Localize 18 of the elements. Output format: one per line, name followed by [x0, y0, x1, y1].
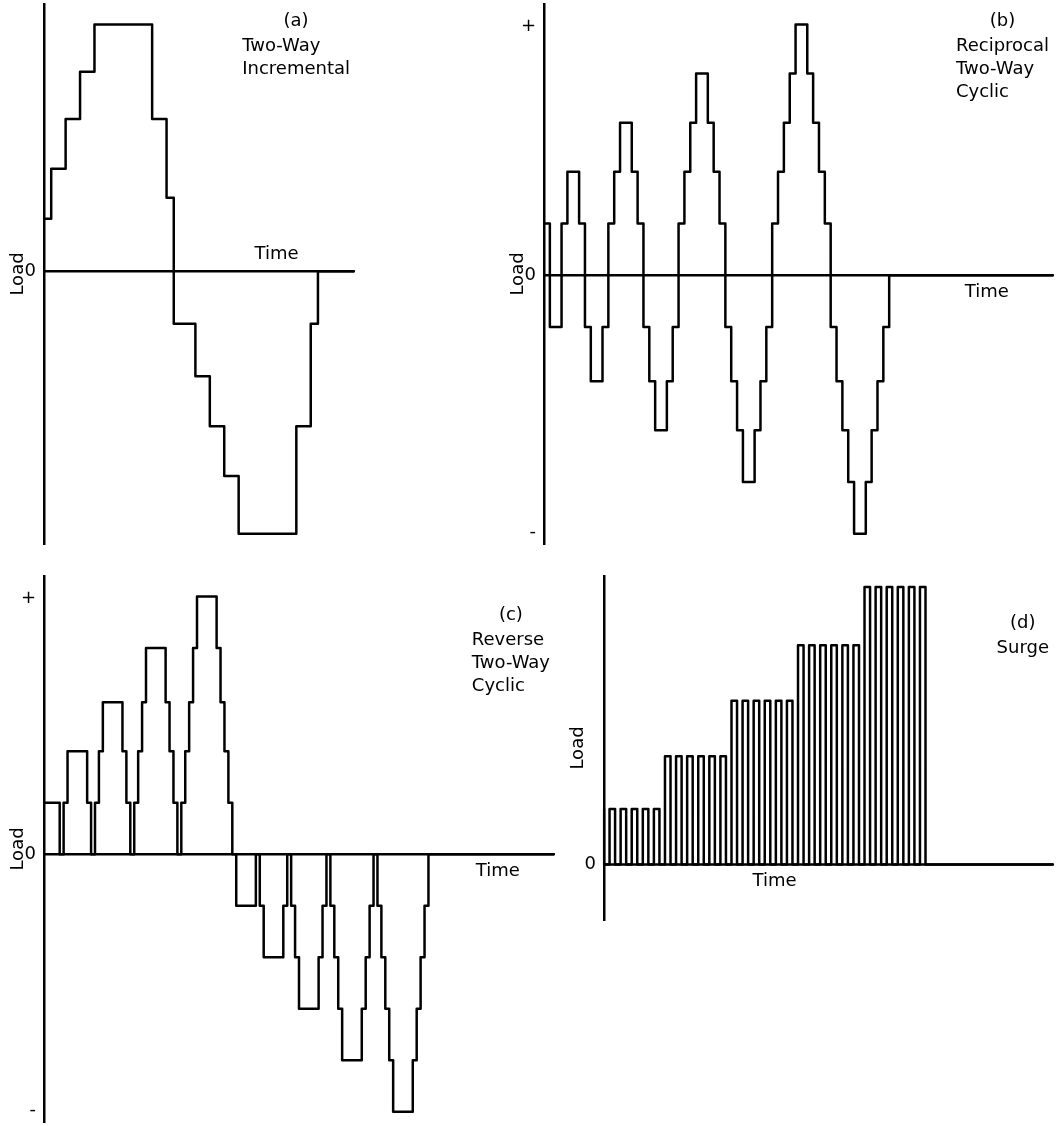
text: -: [29, 1097, 36, 1119]
x-axis-title: Time: [253, 241, 299, 263]
text: Surge: [996, 635, 1049, 657]
text: (d): [1010, 610, 1036, 632]
chart-title: (a): [283, 8, 309, 30]
chart-title: (b): [989, 8, 1016, 30]
y-axis-title: Load: [566, 726, 588, 770]
text: 0: [584, 852, 596, 874]
text: Reciprocal Two-Way Cyclic: [954, 33, 1050, 101]
text: +: [20, 585, 36, 607]
text: Two-Way Incremental: [241, 33, 351, 78]
text: -: [529, 519, 536, 541]
x-axis-title: Time: [474, 858, 520, 880]
text: +: [520, 13, 536, 35]
text: Reverse Two-Way Cyclic: [470, 627, 551, 695]
x-axis-title: Time: [963, 279, 1009, 301]
x-axis-title: Time: [751, 869, 797, 891]
chart-title: (c): [498, 602, 523, 624]
